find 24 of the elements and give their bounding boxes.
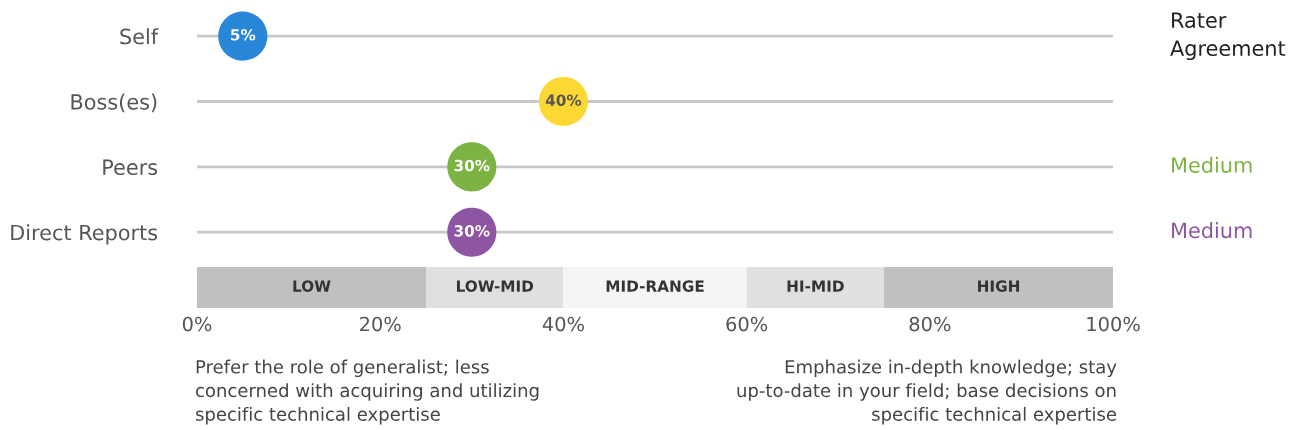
y-tick-label: Boss(es) — [71, 93, 157, 113]
x-tick-label: 60% — [726, 316, 768, 332]
x-tick-label: 40% — [542, 316, 584, 332]
data-label: 40% — [545, 94, 582, 106]
text: Rater Agreement — [1170, 12, 1286, 61]
text: Medium — [1172, 156, 1252, 173]
data-label: 5% — [231, 29, 256, 41]
band-label: HIGH — [978, 280, 1020, 292]
y-tick-label: Self — [120, 28, 159, 45]
text: Emphasize in-depth knowledge; stay up-to-date in your field; base decisions on specific technical expertise — [737, 359, 1117, 425]
data-label: 30% — [454, 225, 490, 237]
x-tick-label: 0% — [182, 316, 212, 332]
y-tick-label: Direct Reports — [11, 224, 158, 245]
x-tick-label: 80% — [909, 316, 951, 332]
y-tick-label: Peers — [103, 159, 158, 176]
band-label: HI-MID — [787, 280, 844, 292]
text: Prefer the role of generalist; less concerned with acquiring and utilizing specific technical expertise — [195, 359, 539, 425]
data-label: 30% — [454, 159, 490, 172]
x-tick-label: 20% — [360, 316, 401, 332]
band-label: LOW-MID — [457, 280, 534, 292]
text: Medium — [1172, 222, 1252, 239]
band-label: MID-RANGE — [606, 280, 704, 292]
x-tick-label: 100% — [1087, 316, 1140, 332]
band-label: LOW — [293, 280, 331, 292]
